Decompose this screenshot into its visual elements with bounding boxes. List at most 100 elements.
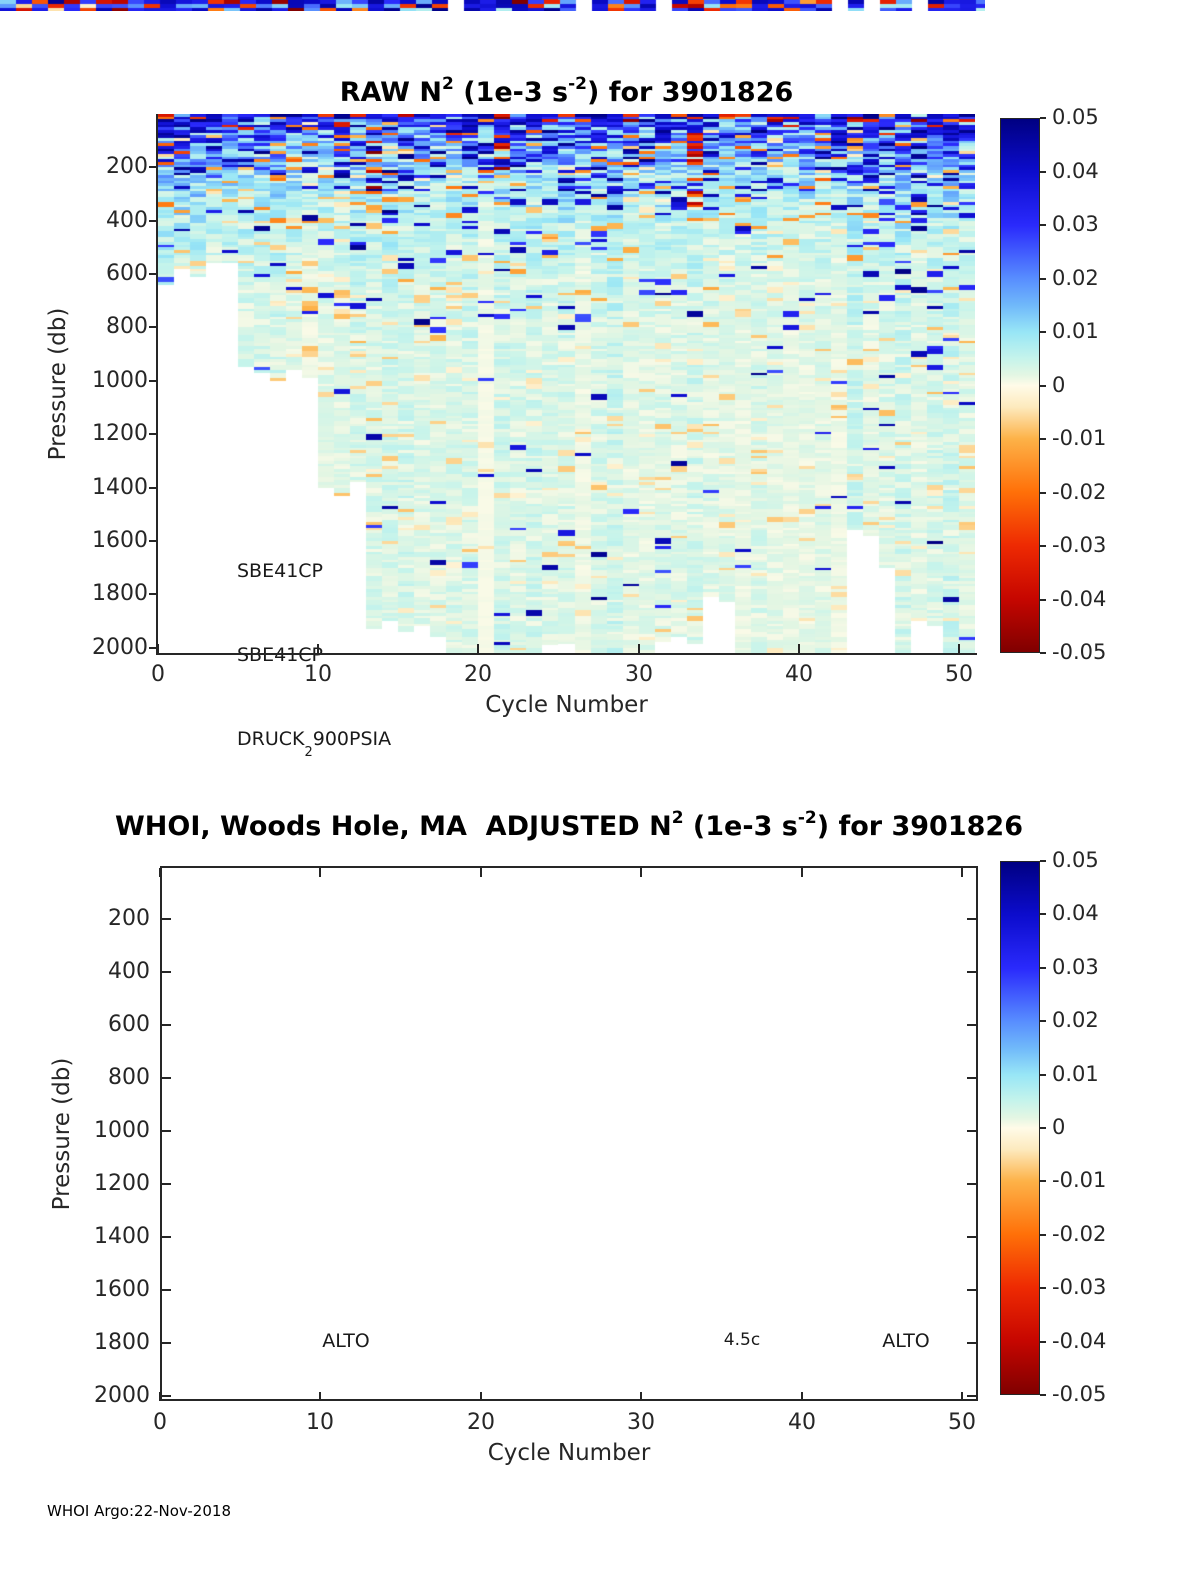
cropped-plot-strip-canvas [0, 0, 985, 11]
y-tick-mark [149, 380, 158, 382]
y-tick-mark-right [967, 1130, 976, 1132]
y-tick-label: 1400 [92, 475, 148, 500]
colorbar-tick-mark [1040, 1180, 1046, 1182]
y-tick-mark [149, 647, 158, 649]
y-tick-mark [162, 1395, 171, 1397]
colorbar-tick-label: -0.03 [1052, 1275, 1107, 1299]
colorbar-tick-mark [1040, 117, 1046, 119]
colorbar-tick-mark [1040, 545, 1046, 547]
colorbar-tick-mark [1040, 599, 1046, 601]
x-tick-label: 20 [467, 1410, 495, 1435]
title-text: (1e-3 s [683, 811, 798, 842]
x-tick-mark [961, 1392, 963, 1401]
y-tick-label: 1400 [94, 1224, 150, 1249]
title-text: RAW N [339, 77, 442, 108]
y-tick-label: 400 [108, 959, 150, 984]
x-tick-mark [319, 1392, 321, 1401]
colorbar-tick-label: -0.01 [1052, 426, 1107, 450]
colorbar-tick-mark [1040, 1234, 1046, 1236]
plot-frame [160, 866, 978, 1401]
druck-text: DRUCK [237, 728, 305, 750]
y-axis-line [156, 114, 158, 655]
colorbar-tick-label: 0.01 [1052, 319, 1099, 343]
annotation-alto: ALTO [322, 1330, 370, 1352]
y-tick-mark-right [967, 1077, 976, 1079]
raw-x-axis-label: Cycle Number [485, 692, 648, 718]
x-tick-mark-top [801, 868, 803, 877]
x-tick-mark-top [640, 868, 642, 877]
colorbar-tick-mark [1040, 278, 1046, 280]
x-tick-mark [159, 1392, 161, 1401]
y-tick-label: 1200 [94, 1171, 150, 1196]
x-tick-mark [480, 1392, 482, 1401]
x-tick-mark [798, 644, 800, 653]
y-tick-mark [162, 1077, 171, 1079]
x-tick-label: 30 [625, 662, 653, 687]
title-text: ) for 3901826 [587, 77, 794, 108]
colorbar-tick-label: -0.04 [1052, 587, 1107, 611]
colorbar-tick-label: 0.05 [1052, 105, 1099, 129]
colorbar-tick-mark [1040, 385, 1046, 387]
y-tick-label: 1600 [94, 1277, 150, 1302]
y-tick-label: 1000 [92, 368, 148, 393]
y-tick-mark [149, 326, 158, 328]
y-tick-mark-right [967, 971, 976, 973]
x-tick-mark [317, 644, 319, 653]
y-tick-label: 600 [106, 261, 148, 286]
y-tick-mark [162, 1289, 171, 1291]
colorbar-tick-mark [1040, 913, 1046, 915]
colorbar-tick-label: 0.04 [1052, 901, 1099, 925]
x-tick-label: 50 [945, 662, 973, 687]
y-tick-mark [149, 540, 158, 542]
druck-subscript: 2 [304, 744, 313, 760]
y-tick-mark-right [967, 1289, 976, 1291]
adjusted-x-axis-label: Cycle Number [487, 1440, 651, 1466]
y-tick-mark [162, 971, 171, 973]
y-tick-mark [162, 1024, 171, 1026]
y-tick-label: 200 [106, 154, 148, 179]
colorbar-tick-label: 0 [1052, 373, 1066, 397]
y-tick-label: 1000 [94, 1118, 150, 1143]
x-tick-label: 0 [153, 1410, 167, 1435]
colorbar-tick-label: 0.03 [1052, 212, 1099, 236]
y-tick-label: 800 [108, 1065, 150, 1090]
raw-plot-title: RAW N2 (1e-3 s-2) for 3901826 [158, 74, 975, 108]
x-tick-mark-top [319, 868, 321, 877]
y-tick-mark [149, 166, 158, 168]
y-tick-mark-right [967, 1024, 976, 1026]
y-tick-mark-right [967, 1236, 976, 1238]
colorbar-tick-mark [1040, 1341, 1046, 1343]
y-tick-mark [162, 1183, 171, 1185]
y-tick-mark [149, 433, 158, 435]
y-tick-mark [149, 487, 158, 489]
raw-n2-heatmap-canvas [158, 114, 975, 653]
colorbar-tick-mark [1040, 652, 1046, 654]
adjusted-plot-title: WHOI, Woods Hole, MA ADJUSTED N2 (1e-3 s… [90, 808, 1048, 842]
y-tick-label: 1600 [92, 528, 148, 553]
y-tick-mark [149, 273, 158, 275]
x-tick-label: 10 [306, 1410, 334, 1435]
y-tick-label: 2000 [94, 1383, 150, 1408]
x-tick-mark [477, 644, 479, 653]
x-tick-mark-top [480, 868, 482, 877]
y-tick-mark [162, 1342, 171, 1344]
colorbar-tick-label: 0.04 [1052, 159, 1099, 183]
colorbar-tick-label: -0.01 [1052, 1168, 1107, 1192]
y-tick-label: 2000 [92, 635, 148, 660]
colorbar-tick-mark [1040, 171, 1046, 173]
colorbar-tick-mark [1040, 438, 1046, 440]
x-tick-mark [638, 644, 640, 653]
colorbar-tick-label: 0.05 [1052, 848, 1099, 872]
colorbar-tick-mark [1040, 1074, 1046, 1076]
title-superscript: -2 [797, 808, 817, 828]
title-superscript: 2 [671, 808, 684, 828]
y-tick-mark-right [967, 918, 976, 920]
sensor-annotation-block: SBE41CP SBE41CP DRUCK2900PSIA [237, 501, 391, 817]
y-tick-mark [162, 918, 171, 920]
y-tick-mark-right [967, 1342, 976, 1344]
x-tick-mark [958, 644, 960, 653]
annotation-alto: ALTO [882, 1330, 930, 1352]
annotation-sbe41cp-1: SBE41CP [237, 560, 324, 582]
x-tick-mark [157, 644, 159, 653]
